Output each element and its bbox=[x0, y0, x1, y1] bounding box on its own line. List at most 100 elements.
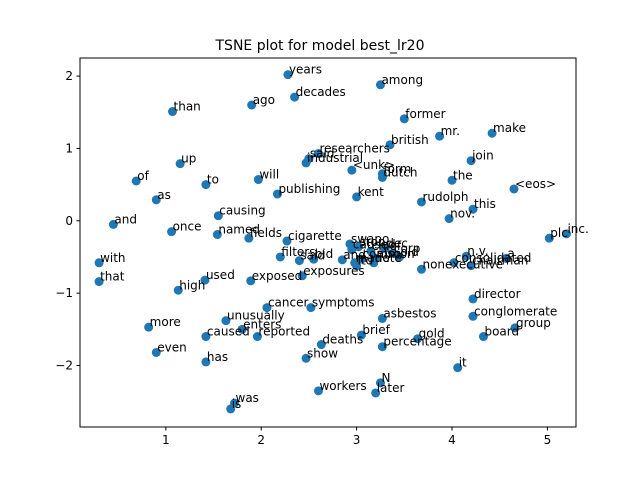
data-point bbox=[297, 271, 307, 281]
data-point bbox=[356, 254, 366, 264]
y-tick-label: 1 bbox=[65, 141, 73, 155]
point-label: percentage bbox=[383, 335, 451, 349]
data-point bbox=[226, 404, 236, 414]
point-label: up bbox=[181, 152, 196, 166]
point-label: form bbox=[383, 162, 411, 176]
data-point bbox=[167, 227, 177, 237]
data-point bbox=[201, 180, 211, 190]
point-label: stop bbox=[360, 235, 386, 249]
data-point bbox=[413, 334, 423, 344]
data-point bbox=[290, 92, 300, 102]
data-point bbox=[301, 158, 311, 168]
data-point bbox=[94, 277, 104, 287]
point-label: <unk> bbox=[353, 158, 395, 172]
data-point bbox=[221, 316, 231, 326]
point-label: show bbox=[307, 346, 338, 360]
point-label: cancer bbox=[268, 296, 309, 310]
x-tick-label: 2 bbox=[257, 433, 265, 447]
point-label: swapo bbox=[351, 232, 389, 246]
point-label: common bbox=[362, 247, 414, 261]
data-point bbox=[375, 80, 385, 90]
point-label: causing bbox=[219, 204, 265, 218]
point-label: unusually bbox=[227, 309, 285, 323]
point-label: years bbox=[289, 63, 322, 77]
data-point bbox=[316, 340, 326, 350]
point-label: once bbox=[173, 220, 202, 234]
point-label: exposed bbox=[252, 269, 302, 283]
point-label: used bbox=[206, 268, 235, 282]
point-label: caused bbox=[353, 238, 396, 252]
point-label: dec bbox=[386, 236, 408, 250]
data-point bbox=[377, 172, 387, 182]
point-label: said bbox=[310, 147, 335, 161]
point-label: caused bbox=[207, 325, 250, 339]
y-tick-label: −2 bbox=[55, 359, 73, 373]
data-point bbox=[468, 311, 478, 321]
data-point bbox=[435, 131, 445, 141]
point-label: said bbox=[300, 249, 325, 263]
data-point bbox=[313, 386, 323, 396]
point-labels: years among decades ago than former make mr. bri… bbox=[100, 63, 589, 411]
data-point bbox=[377, 313, 387, 323]
data-point bbox=[237, 324, 247, 334]
data-point bbox=[366, 246, 376, 256]
point-label: more bbox=[150, 315, 181, 329]
point-label: nov. bbox=[450, 207, 475, 221]
data-point bbox=[131, 176, 141, 186]
data-point bbox=[337, 255, 347, 265]
data-point bbox=[449, 258, 459, 268]
data-point bbox=[283, 70, 293, 80]
point-label: cigarette bbox=[288, 229, 342, 243]
data-point bbox=[510, 323, 520, 333]
point-label: old bbox=[401, 245, 419, 259]
point-label: filters bbox=[281, 245, 315, 259]
data-point bbox=[399, 114, 409, 124]
data-point bbox=[144, 322, 154, 332]
data-point bbox=[244, 233, 254, 243]
point-label: kent bbox=[358, 185, 385, 199]
data-point bbox=[313, 149, 323, 159]
data-point bbox=[478, 332, 488, 342]
data-point bbox=[108, 219, 118, 229]
data-point bbox=[294, 256, 304, 266]
data-point bbox=[252, 332, 262, 342]
point-label: even bbox=[157, 340, 186, 354]
point-label: than bbox=[174, 100, 201, 114]
point-label: is bbox=[232, 397, 242, 411]
point-label: workers bbox=[319, 379, 366, 393]
point-label: mr. bbox=[441, 124, 460, 138]
point-label: <eos> bbox=[515, 177, 556, 191]
data-point bbox=[309, 254, 319, 264]
data-point bbox=[246, 276, 256, 286]
point-label: this bbox=[474, 197, 496, 211]
point-label: deaths bbox=[322, 333, 363, 347]
point-label: that bbox=[100, 270, 125, 284]
data-point bbox=[466, 156, 476, 166]
y-tick-label: −1 bbox=[55, 286, 73, 300]
point-label: chairman bbox=[472, 254, 528, 268]
point-label: it bbox=[459, 356, 467, 370]
data-point bbox=[200, 275, 210, 285]
x-tick-label: 5 bbox=[544, 433, 552, 447]
point-label: dutch bbox=[383, 165, 417, 179]
data-point bbox=[356, 330, 366, 340]
point-label: the bbox=[453, 168, 473, 182]
point-label: join bbox=[471, 149, 494, 163]
point-label: reported bbox=[258, 325, 310, 339]
data-point bbox=[461, 251, 471, 261]
data-point bbox=[466, 261, 476, 271]
data-point bbox=[168, 107, 178, 117]
point-label: among bbox=[381, 73, 423, 87]
axes: 1 2 3 4 5 2 1 0 −1 −2 bbox=[55, 69, 551, 447]
data-points bbox=[94, 70, 571, 414]
point-label: note bbox=[375, 251, 402, 265]
x-tick-label: 3 bbox=[353, 433, 361, 447]
point-label: n.v. bbox=[467, 244, 488, 258]
data-point bbox=[175, 159, 185, 169]
data-point bbox=[262, 303, 272, 313]
point-label: with bbox=[100, 251, 125, 265]
point-label: will bbox=[259, 168, 279, 182]
data-point bbox=[468, 294, 478, 304]
data-point bbox=[487, 128, 497, 138]
data-point bbox=[253, 175, 263, 185]
